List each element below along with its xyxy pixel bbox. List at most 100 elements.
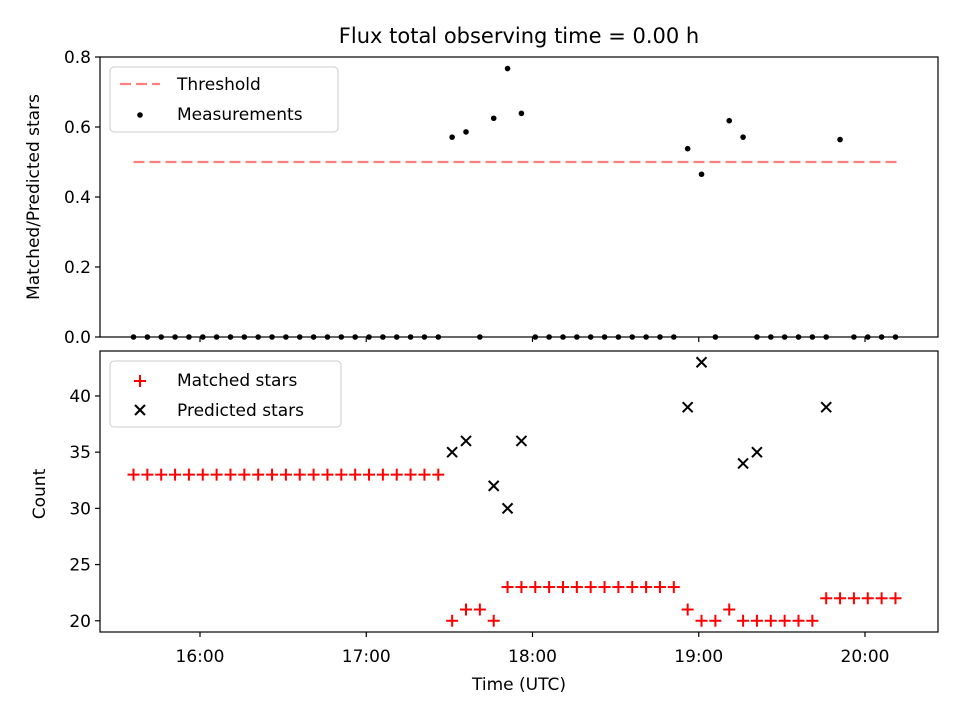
- matched-star-point: [820, 592, 833, 605]
- predicted-star-point: [695, 356, 708, 368]
- predicted-star-point: [446, 446, 458, 458]
- predicted-star-point: [820, 401, 832, 413]
- x-tick-label: 17:00: [342, 647, 391, 667]
- x-tick-label: 19:00: [674, 647, 723, 667]
- x-tick-label: 16:00: [176, 647, 225, 667]
- matched-star-point: [737, 614, 750, 627]
- matched-star-point: [473, 603, 486, 616]
- predicted-star-point: [737, 457, 749, 470]
- top-y-tick-label: 0.6: [64, 118, 91, 138]
- matched-star-point: [501, 581, 514, 594]
- x-tick-label: 18:00: [508, 647, 557, 667]
- top-y-axis-label: Matched/Predicted stars: [24, 94, 44, 300]
- top-y-tick-label: 0.8: [64, 48, 91, 68]
- measurement-point: [726, 117, 733, 124]
- matched-star-point: [778, 614, 791, 627]
- bottom-y-tick-label: 40: [69, 387, 91, 407]
- top-y-tick-label: 0.2: [64, 258, 91, 278]
- matched-star-point: [695, 614, 708, 627]
- bottom-panel: 20 25 30 35 40 16:00 17:00 18:00 19:00 20:00 Coun…: [30, 350, 939, 695]
- matched-star-point: [750, 614, 763, 627]
- matched-star-point: [543, 581, 556, 594]
- matched-star-point: [252, 468, 265, 481]
- legend-threshold-label: Threshold: [176, 75, 261, 95]
- matched-star-point: [723, 603, 736, 616]
- matched-star-point: [681, 603, 694, 616]
- matched-star-point: [861, 592, 874, 605]
- legend-predicted-swatch: [134, 404, 146, 416]
- matched-star-point: [626, 581, 639, 594]
- top-legend: Threshold Measurements: [109, 66, 339, 133]
- matched-star-point: [335, 468, 348, 481]
- matched-star-point: [584, 581, 597, 594]
- matched-star-point: [238, 468, 251, 481]
- matched-star-point: [224, 468, 237, 481]
- matched-star-point: [182, 468, 195, 481]
- top-plot-frame: [99, 56, 939, 338]
- matched-star-point: [570, 581, 583, 594]
- matched-star-point: [266, 468, 279, 481]
- legend-matched-label: Matched stars: [177, 371, 297, 391]
- matched-star-point: [875, 592, 888, 605]
- matched-star-point: [889, 592, 902, 605]
- matched-star-point: [127, 468, 140, 481]
- measurement-point: [740, 134, 746, 140]
- matched-star-point: [529, 581, 542, 594]
- matched-star-point: [432, 468, 445, 481]
- matched-star-point: [210, 468, 223, 481]
- bottom-y-tick-label: 35: [69, 443, 91, 463]
- matched-star-point: [487, 614, 500, 627]
- predicted-star-point: [515, 435, 528, 447]
- matched-star-point: [307, 468, 320, 481]
- matched-star-point: [418, 468, 431, 481]
- matched-star-point: [667, 581, 680, 594]
- bottom-y-axis-label: Count: [30, 468, 50, 519]
- legend-matched-swatch: [134, 375, 146, 387]
- top-legend-box: [109, 66, 339, 133]
- bottom-plot-frame: [99, 350, 939, 633]
- matched-star-point: [390, 468, 403, 481]
- measurement-point: [449, 134, 455, 140]
- matched-star-point: [847, 592, 860, 605]
- x-tick-label: 20:00: [841, 647, 890, 667]
- matched-star-point: [612, 581, 625, 594]
- top-y-tick-label: 0.4: [64, 188, 91, 208]
- chart-title: Flux total observing time = 0.00 h: [339, 24, 699, 48]
- matched-star-point: [446, 614, 459, 627]
- legend-predicted-label: Predicted stars: [177, 401, 304, 421]
- matched-star-point: [598, 581, 611, 594]
- matched-star-point: [155, 468, 168, 481]
- matched-star-point: [709, 614, 722, 627]
- bottom-legend-box: [109, 360, 342, 428]
- predicted-star-point: [488, 480, 500, 492]
- matched-star-point: [806, 614, 819, 627]
- matched-star-point: [321, 468, 334, 481]
- measurement-point: [684, 145, 691, 152]
- bottom-y-tick-label: 30: [69, 499, 91, 519]
- matched-star-point: [293, 468, 306, 481]
- x-axis-label: Time (UTC): [471, 675, 566, 695]
- matched-star-point: [653, 581, 666, 594]
- matched-star-point: [556, 581, 569, 594]
- measurement-point: [490, 115, 497, 122]
- measurement-point: [463, 129, 469, 135]
- predicted-star-point: [751, 446, 763, 458]
- top-y-tick-label: 0.0: [64, 328, 91, 348]
- top-panel: 0.00.20.40.60.8 Matched/Predicted stars …: [24, 48, 939, 348]
- legend-measurements-label: Measurements: [177, 105, 303, 125]
- matched-star-point: [141, 468, 154, 481]
- legend-measurements-swatch: [137, 112, 143, 118]
- matched-star-point: [363, 468, 376, 481]
- matched-star-point: [279, 468, 292, 481]
- matched-star-point: [792, 614, 805, 627]
- measurement-point: [504, 65, 511, 72]
- matched-star-point: [404, 468, 417, 481]
- measurement-point: [837, 136, 843, 143]
- matched-star-point: [764, 614, 777, 627]
- matched-star-point: [515, 581, 528, 594]
- matched-star-point: [169, 468, 182, 481]
- matched-star-point: [196, 468, 209, 481]
- bottom-legend: Matched stars Predicted stars: [109, 360, 342, 428]
- predicted-star-point: [460, 435, 472, 447]
